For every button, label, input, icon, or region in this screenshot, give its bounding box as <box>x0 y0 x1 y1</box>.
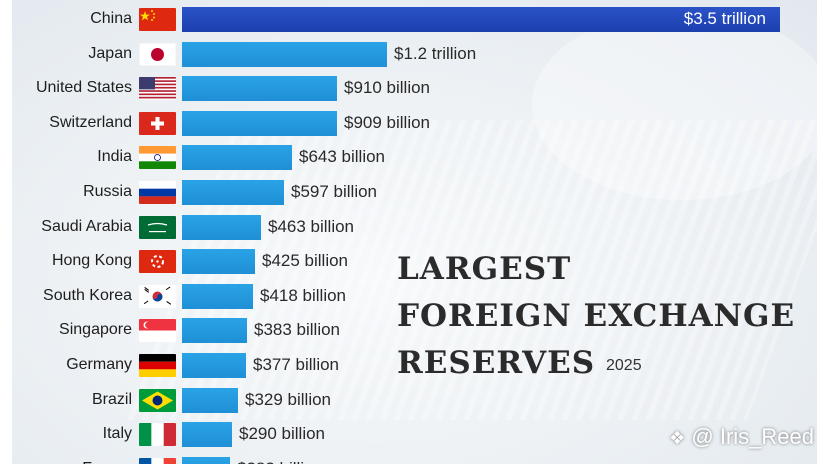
data-label: $418 billion <box>260 285 347 305</box>
bar-row: Germany $377 billion <box>12 348 817 382</box>
category-label: China <box>90 10 132 27</box>
bar-row: Hong Kong $425 billion <box>12 244 817 278</box>
bar <box>182 7 780 32</box>
category-label: Singapore <box>59 321 132 339</box>
category-label: Italy <box>102 425 132 443</box>
data-label: $329 billion <box>245 389 332 409</box>
brazil-flag-icon <box>139 388 176 412</box>
data-label: $383 billion <box>254 320 341 340</box>
category-label: Brazil <box>91 390 132 408</box>
chart-title-line-3: RESERVES <box>397 345 596 381</box>
bar <box>182 41 387 67</box>
data-label: $282 billion <box>237 452 323 464</box>
bar <box>182 145 292 171</box>
saudi-arabia-flag-icon <box>139 215 176 239</box>
bar <box>182 76 337 102</box>
switzerland-flag-icon <box>139 111 176 135</box>
bar-row: Japan $1.2 trillion <box>12 37 817 71</box>
hong-kong-flag-icon <box>139 250 176 274</box>
bar <box>182 214 261 240</box>
watermark-text: @ Iris_Reed <box>691 424 814 449</box>
category-label: Saudi Arabia <box>41 217 132 235</box>
data-label: $377 billion <box>253 355 340 374</box>
bar-row: China $3.5 trillion <box>12 2 817 36</box>
data-label: $425 billion <box>262 251 349 271</box>
data-label: $597 billion <box>291 182 378 201</box>
chart-panel: China $3.5 trillion Japan $1.2 trillion Unit… <box>12 0 817 464</box>
united-states-flag-icon <box>139 77 176 101</box>
bar-row: Brazil $329 billion <box>12 383 817 417</box>
india-flag-icon <box>139 146 176 170</box>
japan-flag-icon <box>139 42 176 66</box>
category-label: United States <box>35 79 132 97</box>
bar-row: Saudi Arabia $463 billion <box>12 210 817 244</box>
bar <box>182 353 246 378</box>
russia-flag-icon <box>139 181 176 204</box>
bar-row: India $643 billion <box>12 140 817 174</box>
bar <box>182 456 230 464</box>
bar <box>182 180 284 205</box>
bar-row: Switzerland $909 billion <box>12 106 817 140</box>
italy-flag-icon <box>139 423 176 447</box>
bar-row: Russia $597 billion <box>12 175 817 209</box>
watermark: ❖ @ Iris_Reed <box>669 424 814 450</box>
bar <box>182 283 253 309</box>
france-flag-icon <box>139 457 176 464</box>
category-label: Japan <box>88 44 132 62</box>
bar-row: Italy $290 billion <box>12 417 817 451</box>
south-korea-flag-icon <box>139 284 176 308</box>
data-label: $3.5 trillion <box>683 9 766 28</box>
bar-row: United States $910 billion <box>12 71 817 105</box>
china-flag-icon <box>139 8 176 31</box>
chart-title-line-1: LARGEST <box>397 251 572 287</box>
data-label: $1.2 trillion <box>394 43 477 63</box>
singapore-flag-icon <box>139 319 176 343</box>
bar <box>182 249 255 275</box>
bar <box>182 422 232 448</box>
data-label: $643 billion <box>299 147 386 167</box>
bar-row: France $282 billion <box>12 452 817 464</box>
category-label: Switzerland <box>49 113 132 131</box>
category-label: Hong Kong <box>51 252 132 270</box>
bar <box>182 318 247 344</box>
data-label: $910 billion <box>344 78 431 98</box>
bar-row: South Korea $418 billion <box>12 279 817 313</box>
data-label: $290 billion <box>239 424 326 444</box>
bar-row: Singapore $383 billion <box>12 313 817 347</box>
watermark-logo-icon: ❖ <box>669 428 686 448</box>
data-label: $463 billion <box>268 216 355 236</box>
bar <box>182 387 238 413</box>
data-label: $909 billion <box>344 112 431 132</box>
category-label: India <box>97 148 132 166</box>
category-label: France <box>12 452 132 464</box>
chart-title-line-2: FOREIGN EXCHANGE <box>397 298 796 334</box>
chart-year: 2025 <box>606 357 642 374</box>
germany-flag-icon <box>139 354 176 377</box>
category-label: South Korea <box>43 286 132 304</box>
category-label: Russia <box>83 183 132 200</box>
bar <box>182 110 337 136</box>
category-label: Germany <box>66 356 132 373</box>
